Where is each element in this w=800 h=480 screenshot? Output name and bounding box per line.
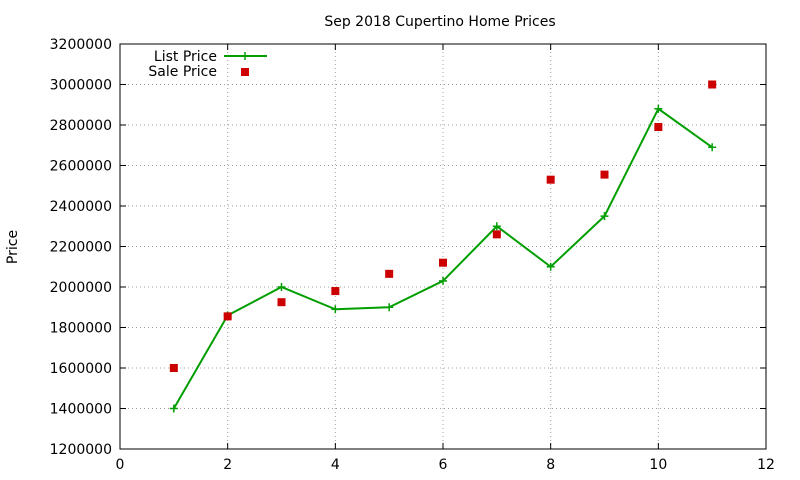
legend-marker — [241, 68, 249, 76]
data-point — [277, 298, 286, 307]
grid-lines — [120, 44, 766, 449]
data-point — [385, 269, 394, 278]
y-axis-label: Price — [5, 230, 21, 264]
y-tick-label: 3000000 — [50, 78, 112, 94]
data-point — [492, 222, 501, 231]
y-tick-label: 3200000 — [50, 37, 112, 53]
x-tick-label: 6 — [439, 457, 448, 473]
x-tick-label: 2 — [223, 457, 232, 473]
data-point — [331, 305, 340, 314]
x-tick-label: 12 — [757, 457, 775, 473]
y-tick-label: 1400000 — [50, 402, 112, 418]
data-point — [492, 230, 501, 239]
x-tick-label: 8 — [546, 457, 555, 473]
data-point — [708, 80, 717, 89]
data-point — [331, 287, 340, 296]
legend-label: Sale Price — [148, 64, 217, 80]
chart-title: Sep 2018 Cupertino Home Prices — [324, 14, 555, 30]
y-tick-label: 1200000 — [50, 442, 112, 458]
y-tick-label: 2800000 — [50, 118, 112, 134]
data-point — [439, 276, 447, 285]
data-point — [546, 175, 555, 184]
data-point — [708, 143, 717, 152]
data-point — [654, 123, 663, 132]
y-tick-labels: 1200000 1400000 1600000 1800000 2000000 22000… — [50, 37, 112, 458]
data-point — [439, 258, 447, 267]
y-tick-label: 2600000 — [50, 159, 112, 175]
series-layer — [169, 80, 717, 413]
legend-label: List Price — [154, 49, 217, 65]
x-tick-labels: 0 2 4 6 8 10 12 — [116, 457, 775, 473]
legend-marker — [241, 52, 249, 60]
data-point — [546, 262, 555, 271]
data-point — [223, 312, 232, 321]
data-point — [600, 170, 609, 179]
data-point — [277, 283, 286, 291]
x-tick-label: 10 — [649, 457, 667, 473]
data-point — [169, 364, 178, 372]
data-point — [600, 212, 609, 221]
plot-frame — [119, 43, 767, 450]
y-tick-label: 1600000 — [50, 361, 112, 377]
data-point — [169, 404, 178, 413]
y-tick-label: 1800000 — [50, 321, 112, 337]
y-tick-label: 2400000 — [50, 199, 112, 215]
series-line — [172, 107, 713, 410]
series-1 — [169, 80, 717, 372]
x-tick-label: 4 — [331, 457, 340, 473]
x-tick-label: 0 — [116, 457, 125, 473]
series-0 — [169, 104, 717, 413]
y-tick-label: 2200000 — [50, 240, 112, 256]
data-point — [385, 303, 394, 312]
data-point — [654, 104, 663, 113]
y-tick-label: 2000000 — [50, 280, 112, 296]
